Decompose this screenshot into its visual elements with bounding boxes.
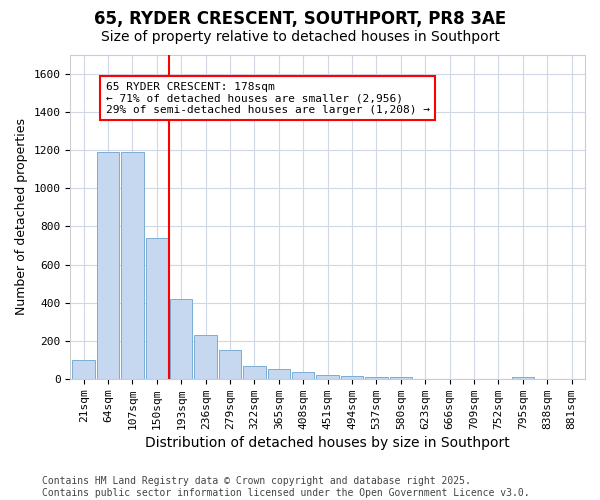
- Bar: [268, 369, 290, 379]
- Text: Contains HM Land Registry data © Crown copyright and database right 2025.
Contai: Contains HM Land Registry data © Crown c…: [42, 476, 530, 498]
- Bar: [97, 152, 119, 379]
- Text: Size of property relative to detached houses in Southport: Size of property relative to detached ho…: [101, 30, 499, 44]
- Bar: [219, 350, 241, 379]
- Bar: [194, 336, 217, 379]
- Y-axis label: Number of detached properties: Number of detached properties: [15, 118, 28, 316]
- Bar: [292, 372, 314, 379]
- Bar: [121, 152, 144, 379]
- Bar: [146, 238, 168, 379]
- X-axis label: Distribution of detached houses by size in Southport: Distribution of detached houses by size …: [145, 436, 510, 450]
- Bar: [316, 375, 339, 379]
- Bar: [512, 377, 534, 379]
- Text: 65 RYDER CRESCENT: 178sqm
← 71% of detached houses are smaller (2,956)
29% of se: 65 RYDER CRESCENT: 178sqm ← 71% of detac…: [106, 82, 430, 115]
- Bar: [170, 299, 193, 379]
- Text: 65, RYDER CRESCENT, SOUTHPORT, PR8 3AE: 65, RYDER CRESCENT, SOUTHPORT, PR8 3AE: [94, 10, 506, 28]
- Bar: [365, 377, 388, 379]
- Bar: [341, 376, 363, 379]
- Bar: [73, 360, 95, 379]
- Bar: [243, 366, 266, 379]
- Bar: [389, 378, 412, 379]
